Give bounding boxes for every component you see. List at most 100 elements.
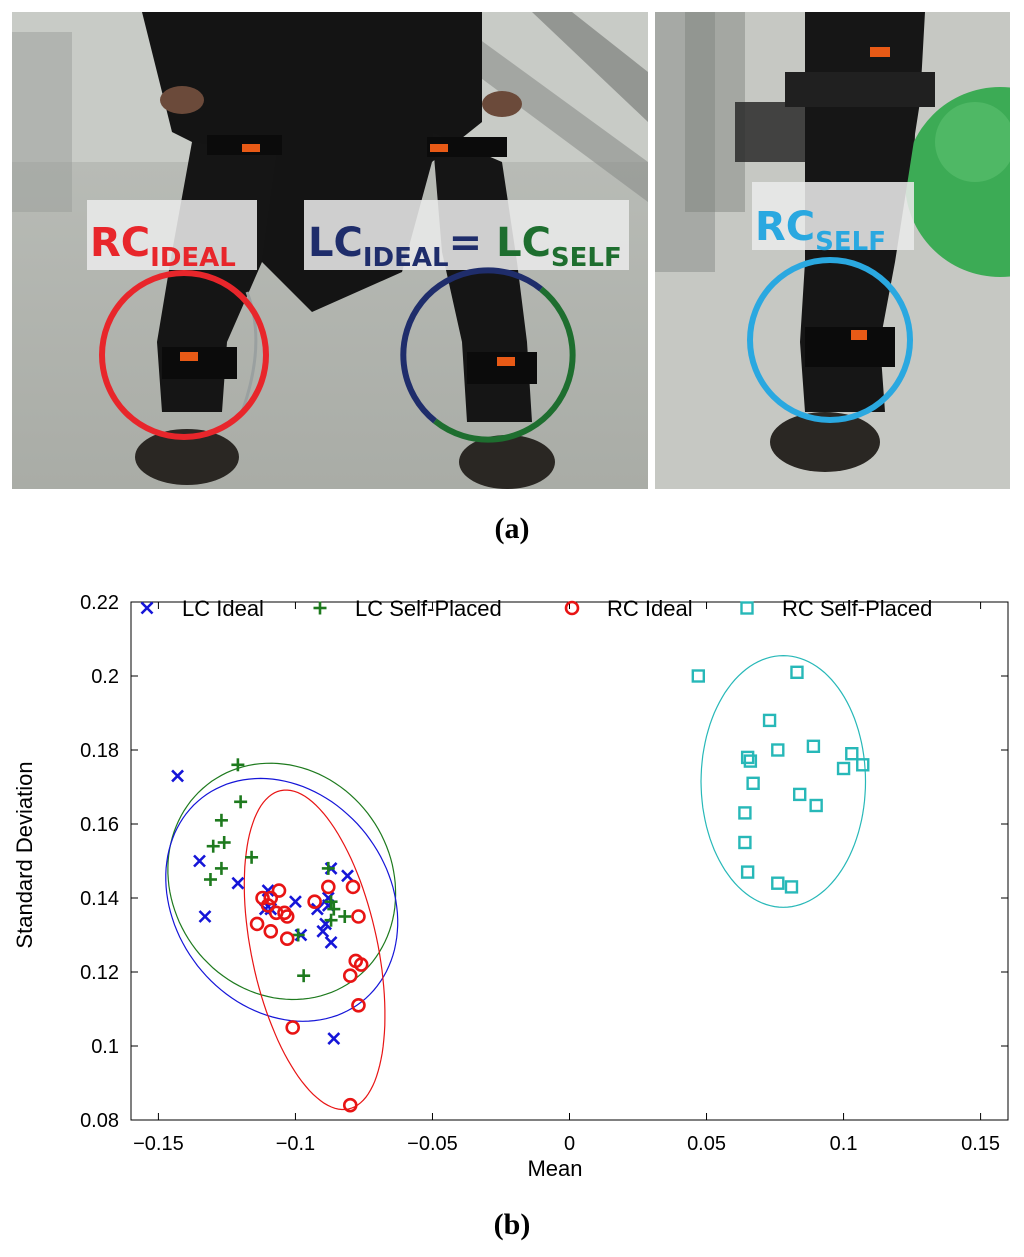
rc-ideal-circle: [99, 270, 269, 440]
legend-marker-rc-self-placed: [740, 601, 754, 615]
point-rc-self-placed: [790, 665, 804, 680]
lc-ideal-label-sub: IDEAL: [363, 243, 449, 273]
ellipse-rc-ideal: [243, 789, 386, 1111]
rc-ideal-label-main: RC: [90, 220, 150, 266]
point-rc-ideal: [307, 894, 322, 910]
point-rc-ideal: [263, 890, 279, 906]
point-rc-ideal: [263, 923, 279, 939]
point-rc-self-placed: [771, 876, 785, 890]
point-rc-ideal: [249, 916, 265, 932]
equals-sign: =: [449, 220, 483, 266]
svg-text:RCIDEAL: RCIDEAL: [90, 220, 236, 273]
x-tick-label: 0.1: [830, 1133, 858, 1155]
point-rc-self-placed: [836, 761, 851, 776]
point-rc-self-placed: [746, 776, 760, 791]
point-lc-self-placed: [231, 758, 245, 772]
point-rc-ideal: [279, 909, 295, 924]
rc-self-label-main: RC: [755, 204, 815, 250]
x-tick-label: −0.1: [276, 1133, 315, 1155]
point-rc-ideal: [321, 879, 336, 895]
lc-ideal-arc: [400, 267, 543, 424]
axes: −0.15 −0.1 −0.05 0 0.05 0.1 0.15 0.08 0.1 0.12 0.1…: [80, 592, 1008, 1155]
point-rc-ideal: [271, 883, 287, 898]
point-rc-ideal: [345, 879, 361, 895]
y-tick-label: 0.22: [80, 592, 119, 614]
point-lc-ideal: [327, 1032, 341, 1046]
legend-marker-rc-ideal: [564, 600, 580, 616]
ellipse-rc-self-placed: [700, 654, 867, 908]
point-rc-self-placed: [784, 880, 799, 894]
y-tick-label: 0.18: [80, 740, 119, 762]
point-lc-self-placed: [338, 910, 352, 923]
point-rc-self-placed: [845, 746, 859, 761]
point-rc-self-placed: [762, 713, 777, 728]
point-rc-ideal: [342, 1097, 358, 1113]
point-rc-ideal: [351, 909, 366, 924]
point-rc-self-placed: [743, 754, 758, 768]
panel-label-a: (a): [494, 512, 530, 545]
point-lc-ideal: [193, 854, 206, 868]
legend-entry-label: LC Self-Placed: [355, 596, 502, 621]
legend-marker-lc-ideal: [140, 601, 154, 615]
scatter-chart: −0.15 −0.1 −0.05 0 0.05 0.1 0.15 0.08 0.1 0.12 0.1…: [12, 592, 1009, 1181]
point-lc-self-placed: [217, 836, 231, 849]
point-rc-self-placed: [806, 739, 821, 754]
point-lc-self-placed: [245, 850, 259, 864]
point-rc-self-placed: [793, 787, 807, 802]
ellipse-lc-self-placed: [167, 762, 397, 1001]
point-rc-self-placed: [771, 743, 785, 757]
point-lc-self-placed: [297, 969, 311, 983]
point-rc-ideal: [353, 957, 369, 972]
x-axis-label: Mean: [527, 1156, 582, 1181]
plot-frame: [130, 601, 1009, 1121]
point-rc-self-placed: [738, 806, 752, 820]
point-lc-self-placed: [321, 861, 335, 875]
point-lc-self-placed: [327, 902, 341, 916]
point-rc-ideal: [260, 898, 276, 913]
y-tick-label: 0.12: [80, 962, 119, 984]
point-lc-self-placed: [234, 795, 248, 809]
svg-text:RCSELF: RCSELF: [755, 204, 886, 257]
point-lc-ideal: [310, 902, 324, 916]
panel-label-b: (b): [493, 1208, 531, 1241]
y-tick-label: 0.08: [80, 1110, 119, 1132]
point-rc-self-placed: [738, 835, 752, 850]
point-lc-self-placed: [214, 813, 228, 827]
x-tick-label: −0.15: [133, 1133, 184, 1155]
point-rc-ideal: [342, 968, 358, 984]
point-rc-ideal: [279, 931, 295, 947]
y-tick-label: 0.2: [91, 666, 119, 688]
point-lc-ideal: [171, 769, 185, 783]
x-tick-label: −0.05: [407, 1133, 458, 1155]
photo-self-placement: RCSELF: [655, 12, 1010, 489]
point-lc-self-placed: [206, 839, 220, 853]
rc-self-label-sub: SELF: [815, 227, 886, 257]
point-rc-ideal: [285, 1020, 300, 1035]
x-tick-label: 0.15: [961, 1133, 1000, 1155]
lc-self-label-main: LC: [496, 220, 551, 266]
point-lc-ideal: [341, 869, 354, 883]
point-lc-ideal: [316, 924, 330, 938]
point-lc-self-placed: [214, 861, 228, 875]
ellipse-lc-ideal: [165, 777, 399, 1022]
rc-ideal-label-sub: IDEAL: [150, 243, 236, 273]
point-rc-self-placed: [856, 758, 870, 772]
point-rc-self-placed: [740, 865, 755, 879]
legend-entry-label: LC Ideal: [182, 596, 264, 621]
point-lc-ideal: [324, 935, 338, 949]
point-lc-self-placed: [324, 895, 338, 909]
point-rc-self-placed: [691, 669, 706, 683]
y-tick-label: 0.14: [80, 888, 119, 910]
x-tick-label: 0.05: [687, 1133, 726, 1155]
lc-self-arc: [433, 286, 576, 443]
confidence-ellipses: [165, 654, 867, 1111]
point-lc-ideal: [198, 910, 212, 923]
legend-entry-label: RC Ideal: [607, 596, 693, 621]
point-rc-self-placed: [809, 798, 823, 813]
x-tick-label: 0: [564, 1133, 575, 1155]
photo-ideal-placement: RCIDEAL LCIDEAL= LCSELF: [12, 12, 648, 489]
point-lc-self-placed: [203, 873, 217, 886]
point-rc-self-placed: [740, 750, 755, 765]
y-tick-label: 0.16: [80, 814, 119, 836]
point-rc-ideal: [351, 997, 366, 1013]
